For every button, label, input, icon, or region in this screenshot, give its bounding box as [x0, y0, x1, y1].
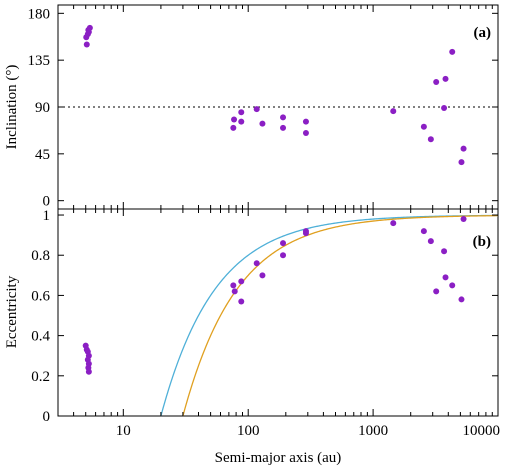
panel-a-data-point [253, 106, 260, 113]
panel-b-frame [57, 208, 499, 417]
panel-a-data-point [460, 145, 467, 152]
panel-b-x-tick-label: 100 [237, 423, 260, 439]
panel-b-data-point [420, 228, 427, 235]
panel-b-data-point [460, 216, 467, 223]
panel-b-data-point [433, 288, 440, 295]
panel-a-points [83, 24, 467, 166]
panel-b-data-point [238, 278, 245, 285]
panel-b-y-axis-label: Eccentricity [4, 275, 20, 348]
panel-a-y-axis-label: Inclination (°) [4, 65, 20, 150]
panel-b-x-tick-label: 10 [116, 423, 131, 439]
panel-b-x-tick-label: 10000 [463, 423, 501, 439]
panel-b-y-tick-label: 0 [43, 409, 51, 425]
panel-a-data-point [259, 120, 266, 127]
panel-a-data-point [420, 123, 427, 130]
panel-a-data-point [427, 136, 434, 143]
panel-a-data-point [442, 75, 449, 82]
panel-a-data-point [231, 116, 238, 123]
panel-a-data-point [433, 79, 440, 86]
panel-b-data-point [441, 248, 448, 255]
x-axis-label: Semi-major axis (au) [215, 450, 342, 466]
panel-b-eccentricity: 0 0.2 0.4 0.6 0.8 1 10 100 1000 10000 (b) Eccent… [4, 208, 500, 466]
panel-a-data-point [238, 109, 245, 116]
panel-a-y-ticks: 0 45 90 135 180 [28, 6, 498, 210]
panel-a-data-point [280, 114, 287, 121]
panel-b-data-point [302, 230, 309, 237]
panel-b-x-ticks: 10 100 1000 10000 [57, 209, 501, 439]
panel-b-y-tick-label: 0.4 [31, 329, 50, 345]
panel-a-data-point [83, 41, 90, 48]
panel-b-data-point [85, 368, 92, 375]
panel-a-label: (a) [474, 25, 492, 41]
panel-b-curve-2 [182, 214, 499, 417]
panel-b-x-tick-label: 1000 [358, 423, 388, 439]
panel-a-data-point [390, 108, 397, 115]
panel-a-data-point [302, 118, 309, 125]
panel-b-y-tick-label: 0.6 [31, 288, 50, 304]
panel-b-y-ticks: 0 0.2 0.4 0.6 0.8 1 [31, 208, 498, 425]
panel-b-data-point [231, 288, 238, 295]
panel-b-data-point [238, 298, 245, 305]
panel-b-data-point [390, 220, 397, 227]
panel-b-y-tick-label: 0.2 [31, 369, 50, 385]
panel-b-data-point [253, 260, 260, 267]
panel-a-y-tick-label: 180 [28, 6, 51, 22]
panel-b-data-point [442, 274, 449, 281]
panel-a-data-point [302, 130, 309, 137]
panel-a-y-tick-label: 45 [35, 147, 50, 163]
panel-a-data-point [441, 105, 448, 112]
panel-b-y-tick-label: 1 [43, 208, 51, 224]
panel-b-data-point [427, 238, 434, 245]
panel-a-data-point [238, 118, 245, 125]
panel-b-data-point [280, 240, 287, 247]
panel-a-y-tick-label: 0 [43, 194, 51, 210]
panel-a-data-point [86, 24, 93, 31]
panel-b-data-point [458, 296, 465, 303]
panel-b-data-point [280, 252, 287, 259]
panel-b-label: (b) [473, 234, 491, 250]
panel-a-y-tick-label: 90 [35, 100, 50, 116]
panel-a-inclination: 0 45 90 135 180 (a) Inclination (°) [4, 4, 499, 210]
panel-b-points [82, 216, 467, 375]
panel-b-curves [160, 214, 499, 417]
panel-a-data-point [280, 124, 287, 131]
panel-a-x-ticks [57, 5, 499, 209]
panel-b-curve-1 [160, 214, 499, 417]
panel-b-data-point [449, 282, 456, 289]
panel-a-data-point [230, 124, 237, 131]
panel-a-data-point [449, 48, 456, 55]
panel-b-y-tick-label: 0.8 [31, 248, 50, 264]
panel-a-data-point [458, 159, 465, 166]
panel-b-data-point [230, 282, 237, 289]
panel-b-data-point [259, 272, 266, 279]
panel-a-y-tick-label: 135 [28, 53, 51, 69]
